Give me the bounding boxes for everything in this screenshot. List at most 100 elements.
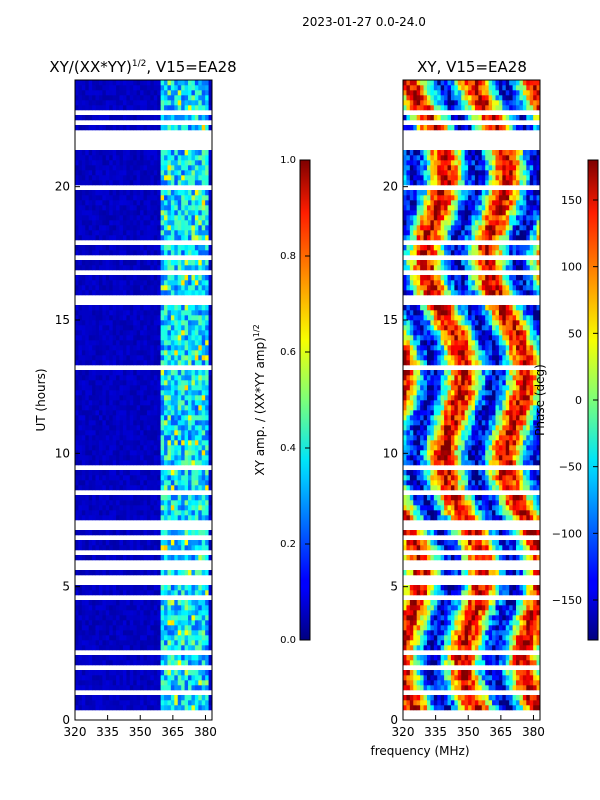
left-heatmap-cell [105,215,110,221]
left-heatmap-cell [153,605,158,611]
left-heatmap-cell [191,555,196,561]
left-heatmap-cell [88,600,93,606]
left-heatmap-cell [140,210,144,216]
left-heatmap-cell [174,215,179,221]
left-heatmap-cell [160,705,165,711]
left-heatmap-cell [174,485,179,491]
left-heatmap-cell [174,585,179,591]
left-heatmap-cell [78,455,83,461]
right-heatmap-cell [444,700,448,706]
right-heatmap-cell [420,610,424,616]
left-heatmap-cell [119,385,124,391]
left-heatmap-cell [112,400,117,406]
left-heatmap-cell [119,570,124,576]
right-heatmap-cell [433,640,438,646]
left-heatmap-cell [81,195,86,201]
right-heatmap-cell [461,600,466,606]
right-heatmap-cell [454,610,459,616]
right-heatmap-cell [495,685,500,691]
left-heatmap-cell [119,205,124,211]
left-heatmap-cell [112,660,117,666]
right-heatmap-cell [529,590,534,596]
left-heatmap-cell [160,245,165,251]
left-heatmap-cell [174,410,179,416]
left-heatmap-cell [75,180,79,186]
left-heatmap-cell [119,410,124,416]
left-heatmap-cell [188,290,192,296]
left-heatmap-cell [105,390,110,396]
left-heatmap-cell [170,430,175,436]
left-heatmap-cell [136,320,141,326]
left-heatmap-cell [92,695,96,701]
left-heatmap-cell [153,380,158,386]
left-heatmap-cell [170,125,175,131]
left-heatmap-cell [194,675,199,681]
left-heatmap-cell [205,165,209,171]
left-heatmap-cell [126,425,131,431]
left-heatmap-cell [136,700,141,706]
left-x-tick-label: 320 [64,725,87,739]
left-heatmap-cell [205,410,209,416]
left-heatmap-cell [102,555,107,561]
left-heatmap-cell [184,685,189,691]
left-heatmap-cell [208,170,213,176]
right-heatmap-cell [413,635,418,641]
left-heatmap-cell [146,350,151,356]
left-heatmap-cell [92,450,96,456]
right-heatmap-cell [519,605,524,611]
right-heatmap-cell [492,545,496,551]
left-heatmap-cell [85,205,90,211]
left-heatmap-cell [119,260,124,266]
right-heatmap-cell [409,670,414,676]
left-heatmap-cell [174,600,179,606]
left-heatmap-cell [85,395,90,401]
left-heatmap-cell [95,515,100,521]
left-heatmap-cell [133,685,138,691]
left-heatmap-cell [201,445,206,451]
left-heatmap-cell [153,220,158,226]
right-heatmap-cell [536,545,541,551]
left-heatmap-cell [119,225,124,231]
left-heatmap-cell [146,155,151,161]
left-heatmap-cell [170,90,175,96]
right-heatmap-cell [519,640,524,646]
left-heatmap-cell [174,500,179,506]
left-heatmap-cell [75,415,79,421]
right-heatmap-cell [447,635,452,641]
left-heatmap-cell [116,395,120,401]
left-heatmap-cell [136,545,141,551]
left-heatmap-cell [160,85,165,91]
left-heatmap-cell [143,600,148,606]
left-heatmap-cell [129,360,134,366]
left-heatmap-cell [157,350,162,356]
left-heatmap-cell [157,480,162,486]
left-heatmap-cell [98,500,103,506]
right-heatmap-cell [488,705,493,711]
left-heatmap-cell [136,360,141,366]
right-heatmap-cell [416,625,421,631]
left-heatmap-cell [116,285,120,291]
left-heatmap-cell [98,430,103,436]
left-heatmap-cell [201,100,206,106]
left-heatmap-cell [160,455,165,461]
right-heatmap-cell [474,655,479,661]
left-heatmap-cell [153,570,158,576]
left-heatmap-cell [160,700,165,706]
left-heatmap-cell [157,605,162,611]
left-heatmap-cell [174,685,179,691]
left-heatmap-cell [177,195,182,201]
left-heatmap-cell [81,530,86,536]
left-heatmap-cell [157,100,162,106]
left-heatmap-cell [109,95,114,101]
left-heatmap-cell [205,370,209,376]
left-heatmap-cell [181,600,185,606]
left-heatmap-cell [177,215,182,221]
left-heatmap-cell [75,590,79,596]
left-heatmap-cell [170,415,175,421]
left-heatmap-cell [81,435,86,441]
left-heatmap-cell [157,355,162,361]
left-heatmap-cell [136,355,141,361]
left-heatmap-cell [98,225,103,231]
right-heatmap-cell [488,555,493,561]
left-heatmap-cell [150,195,155,201]
